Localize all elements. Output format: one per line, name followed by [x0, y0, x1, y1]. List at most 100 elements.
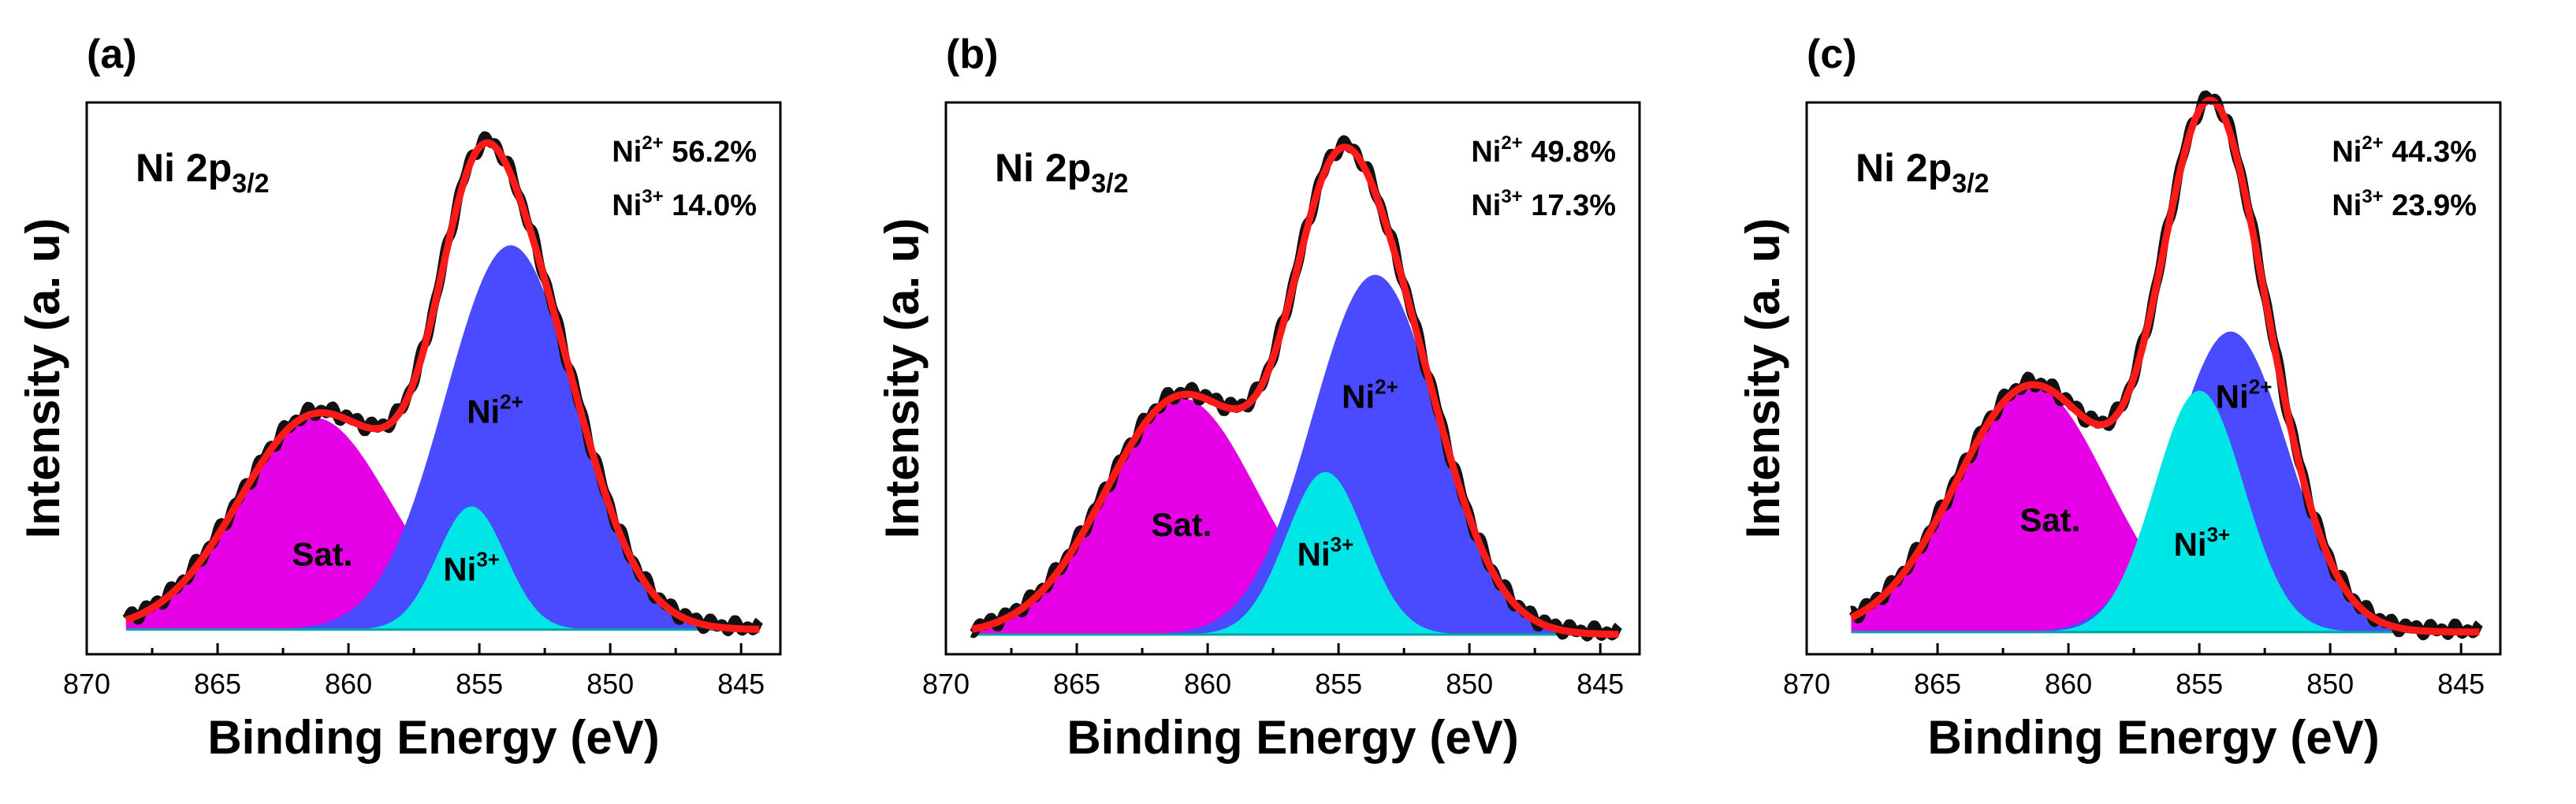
x-tick-label: 865	[194, 668, 241, 700]
x-tick-label: 850	[1446, 668, 1493, 700]
component-label-ni2: Ni2+	[467, 389, 523, 430]
percentage-label: Ni3+ 17.3%	[1471, 186, 1616, 222]
percentage-value: 17.3%	[1531, 189, 1616, 222]
x-axis-title: Binding Energy (eV)	[1067, 711, 1518, 764]
inset-title-subscript: 3/2	[1952, 169, 1989, 199]
spacer	[2384, 136, 2392, 169]
x-tick-label: 855	[2176, 668, 2223, 700]
peak-ni3-fill	[972, 471, 1619, 635]
x-tick-label: 855	[456, 668, 503, 700]
component-label-ni2: Ni2+	[2216, 375, 2273, 415]
plot-frame	[85, 101, 782, 656]
inset-title-main: Ni 2p	[995, 146, 1091, 190]
inset-title-main: Ni 2p	[136, 146, 232, 190]
component-name: Ni	[2174, 526, 2207, 563]
peak-ni2-fill	[972, 274, 1619, 635]
x-axis-title: Binding Energy (eV)	[207, 711, 659, 764]
percentage-label: Ni2+ 56.2%	[612, 132, 757, 169]
spacer	[1523, 189, 1532, 222]
component-charge: 2+	[500, 389, 523, 413]
species: Ni	[2332, 136, 2362, 169]
component-name: Ni	[1342, 378, 1375, 415]
panel-letter: (b)	[946, 32, 998, 77]
charge-superscript: 2+	[642, 132, 663, 154]
percentage-label: Ni2+ 49.8%	[1471, 132, 1616, 169]
inset-title: Ni 2p3/2	[1856, 146, 1990, 199]
component-label-ni3: Ni3+	[1297, 533, 1354, 573]
x-tick-label: 870	[63, 668, 110, 700]
x-tick-label: 855	[1315, 668, 1362, 700]
inset-title-subscript: 3/2	[232, 169, 269, 199]
component-label-sat: Sat.	[2019, 501, 2080, 538]
percentage-value: 56.2%	[672, 136, 757, 169]
component-charge: 2+	[2249, 375, 2273, 399]
percentage-value: 14.0%	[672, 189, 757, 222]
spacer	[664, 189, 672, 222]
panel-b: 870 865 860 855 850 845 Binding Energy (eV) Int…	[876, 32, 1641, 764]
x-tick-label: 870	[1783, 668, 1830, 700]
species: Ni	[1471, 189, 1501, 222]
inset-title: Ni 2p3/2	[136, 146, 270, 199]
species: Ni	[1471, 136, 1501, 169]
percentage-label: Ni2+ 44.3%	[2332, 132, 2477, 169]
inset-title-main: Ni 2p	[1856, 146, 1952, 190]
plot-frame	[944, 101, 1641, 656]
peak-ni3-fill	[1851, 390, 2480, 632]
species: Ni	[612, 136, 642, 169]
component-charge: 2+	[1375, 375, 1398, 399]
x-tick-label: 845	[717, 668, 765, 700]
spacer	[2384, 189, 2392, 222]
x-tick-label: 860	[1184, 668, 1231, 700]
component-label-ni2: Ni2+	[1342, 375, 1398, 415]
inset-title: Ni 2p3/2	[995, 146, 1129, 199]
component-name: Sat.	[2019, 501, 2080, 538]
species: Ni	[2332, 189, 2362, 222]
component-name: Ni	[2216, 378, 2249, 415]
component-name: Ni	[1297, 536, 1331, 573]
y-axis-title: Intensity (a. u)	[876, 218, 929, 539]
component-name: Ni	[467, 393, 500, 430]
x-axis-title: Binding Energy (eV)	[1927, 711, 2379, 764]
percentage-label: Ni3+ 23.9%	[2332, 186, 2477, 222]
percentage-label: Ni3+ 14.0%	[612, 186, 757, 222]
peak-ni2-fill	[125, 245, 760, 630]
x-tick-label: 870	[922, 668, 970, 700]
component-charge: 3+	[1331, 533, 1354, 556]
panel-letter: (c)	[1807, 32, 1857, 77]
peak-sat-fill	[972, 398, 1619, 635]
percentage-value: 49.8%	[1531, 136, 1616, 169]
x-tick-label: 850	[586, 668, 634, 700]
component-label-ni3: Ni3+	[443, 547, 500, 587]
component-label-sat: Sat.	[292, 536, 352, 573]
charge-superscript: 2+	[1501, 132, 1522, 154]
panel-c: 870 865 860 855 850 845 Binding Energy (eV) Int…	[1737, 32, 2502, 764]
x-tick-label: 865	[1914, 668, 1961, 700]
panel-a: 870 865 860 855 850 845 Binding Energy (eV) Int…	[17, 32, 782, 764]
x-tick-label: 850	[2306, 668, 2354, 700]
charge-superscript: 3+	[2362, 186, 2383, 207]
component-label-ni3: Ni3+	[2174, 523, 2231, 563]
component-name: Sat.	[292, 536, 352, 573]
fit-envelope-line	[124, 139, 762, 633]
spacer	[1523, 136, 1532, 169]
plot-frame	[1805, 101, 2502, 656]
x-tick-label: 860	[325, 668, 372, 700]
species: Ni	[612, 189, 642, 222]
x-tick-label: 845	[2437, 668, 2485, 700]
component-name: Sat.	[1151, 506, 1212, 543]
y-axis-title: Intensity (a. u)	[1737, 218, 1789, 539]
percentage-value: 23.9%	[2392, 189, 2477, 222]
x-tick-label: 845	[1576, 668, 1624, 700]
peak-sat-fill	[1851, 385, 2480, 632]
component-charge: 3+	[476, 547, 500, 571]
spacer	[664, 136, 672, 169]
peak-ni3-fill	[125, 506, 760, 630]
component-charge: 3+	[2207, 523, 2231, 546]
inset-title-subscript: 3/2	[1091, 169, 1128, 199]
charge-superscript: 3+	[642, 186, 663, 207]
panel-letter: (a)	[87, 32, 137, 77]
charge-superscript: 3+	[1501, 186, 1522, 207]
fit-envelope-line	[1848, 96, 2482, 636]
charge-superscript: 2+	[2362, 132, 2383, 154]
